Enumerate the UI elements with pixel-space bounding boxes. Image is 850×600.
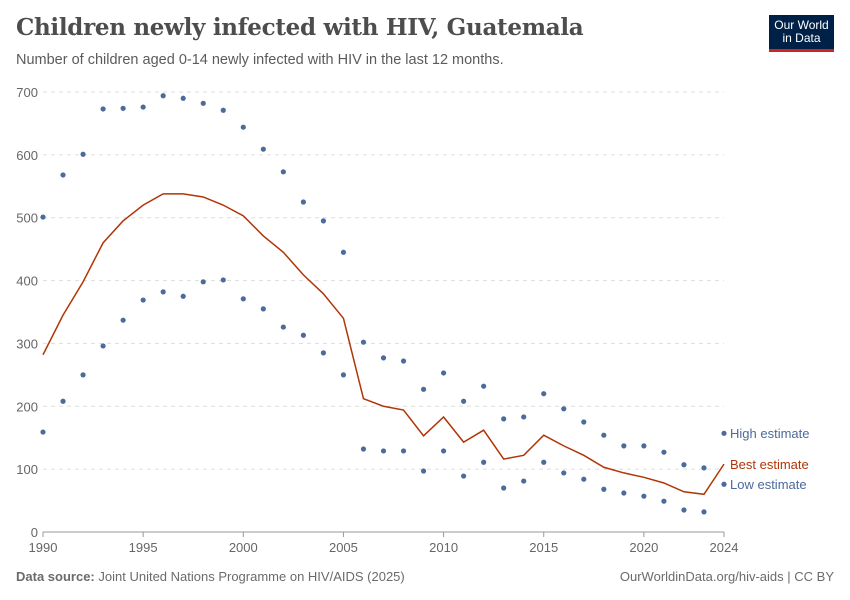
footer-source: Data source: Joint United Nations Progra…	[16, 569, 405, 584]
low-estimate-point	[420, 468, 427, 474]
high-estimate-point	[320, 218, 327, 224]
low-estimate-point	[320, 350, 327, 356]
low-estimate-point	[60, 398, 66, 404]
low-estimate-point	[300, 332, 306, 338]
low-estimate-point	[120, 317, 126, 323]
x-tick-label: 2024	[710, 540, 739, 555]
y-tick-label: 700	[16, 85, 38, 100]
x-tick-label: 2000	[229, 540, 258, 555]
high-estimate-point	[461, 398, 467, 404]
best-estimate-line	[42, 193, 725, 496]
high-estimate-point	[340, 249, 347, 255]
source-text[interactable]: Joint United Nations Programme on HIV/AI…	[98, 569, 405, 584]
high-estimate-point	[621, 443, 627, 449]
high-estimate-point	[501, 416, 507, 422]
low-estimate-point	[601, 486, 607, 492]
y-tick-label: 400	[16, 274, 38, 289]
low-estimate-point	[701, 509, 707, 515]
x-tick-label: 2010	[429, 540, 458, 555]
x-tick-label: 2020	[629, 540, 658, 555]
low-estimate-point	[721, 481, 727, 487]
high-estimate-point	[300, 199, 306, 205]
high-estimate-point	[100, 106, 106, 112]
high-estimate-point	[200, 100, 206, 106]
high-estimate-point	[120, 105, 126, 111]
low-estimate-point	[100, 343, 106, 349]
chart-subtitle: Number of children aged 0-14 newly infec…	[16, 52, 504, 68]
y-tick-label: 300	[16, 336, 38, 351]
low-estimate-point	[260, 306, 266, 312]
x-tick-label: 2005	[329, 540, 358, 555]
y-tick-label: 0	[31, 525, 38, 540]
low-estimate-point	[501, 485, 507, 491]
high-estimate-point	[440, 370, 447, 376]
high-estimate-point	[280, 169, 286, 175]
low-estimate-point	[220, 277, 226, 283]
high-estimate-point	[220, 107, 226, 113]
low-estimate-point	[80, 372, 86, 378]
low-estimate-point	[661, 498, 667, 504]
x-tick-label: 1995	[129, 540, 158, 555]
high-estimate-point	[541, 391, 547, 397]
low-estimate-point	[481, 459, 487, 465]
low-estimate-point	[380, 448, 387, 454]
low-estimate-point	[360, 446, 367, 452]
high-estimate-point	[260, 146, 266, 152]
high-estimate-point	[40, 214, 46, 220]
high-estimate-point	[521, 414, 527, 420]
legend-label-best-estimate: Best estimate	[730, 457, 809, 472]
low-estimate-point	[200, 279, 206, 285]
y-tick-label: 200	[16, 399, 38, 414]
chart-svg: 0 100 200 300 400 500 600 700 1990 1995 2000 2005 20…	[16, 85, 809, 555]
legend-label-high-estimate: High estimate	[730, 426, 809, 441]
high-estimate-point	[681, 462, 687, 468]
chart-title: Children newly infected with HIV, Guatem…	[16, 14, 584, 41]
low-estimate-point	[240, 296, 246, 302]
low-estimate-point	[521, 478, 527, 484]
high-estimate-point	[140, 104, 146, 110]
low-estimate-point	[541, 459, 547, 465]
low-estimate-point	[180, 293, 186, 299]
low-estimate-point	[40, 429, 46, 435]
high-estimate-point	[601, 432, 607, 438]
high-estimate-point	[240, 124, 246, 130]
high-estimate-point	[641, 443, 647, 449]
high-estimate-point	[420, 386, 427, 392]
footer-url[interactable]: OurWorldinData.org/hiv-aids | CC BY	[619, 569, 834, 584]
high-estimate-point	[561, 406, 567, 412]
high-estimate-point	[380, 355, 387, 361]
high-estimate-point	[60, 172, 66, 178]
low-estimate-point	[140, 297, 146, 303]
low-estimate-point	[561, 470, 567, 476]
high-estimate-point	[80, 151, 86, 157]
low-estimate-point	[621, 490, 627, 496]
legend-label-low-estimate: Low estimate	[730, 477, 807, 492]
x-tick-label: 1990	[29, 540, 58, 555]
low-estimate-point	[440, 448, 447, 454]
y-tick-label: 500	[16, 211, 38, 226]
high-estimate-point	[360, 339, 367, 345]
low-estimate-point	[400, 448, 407, 454]
high-estimate-point	[701, 465, 707, 471]
high-estimate-point	[581, 419, 587, 425]
low-estimate-point	[681, 507, 687, 513]
source-label: Data source:	[16, 569, 95, 584]
high-estimate-point	[481, 383, 487, 389]
y-tick-label: 600	[16, 148, 38, 163]
high-estimate-point	[180, 95, 186, 101]
y-tick-label: 100	[16, 462, 38, 477]
x-tick-label: 2015	[529, 540, 558, 555]
low-estimate-point	[461, 473, 467, 479]
low-estimate-point	[160, 289, 166, 295]
low-estimate-point	[581, 476, 587, 482]
owid-logo[interactable]: Our World in Data	[769, 15, 834, 52]
high-estimate-point	[160, 93, 166, 99]
low-estimate-point	[641, 493, 647, 499]
high-estimate-point	[721, 430, 727, 436]
high-estimate-point	[661, 449, 667, 455]
high-estimate-point	[400, 358, 407, 364]
low-estimate-point	[340, 372, 347, 378]
low-estimate-point	[280, 324, 286, 330]
